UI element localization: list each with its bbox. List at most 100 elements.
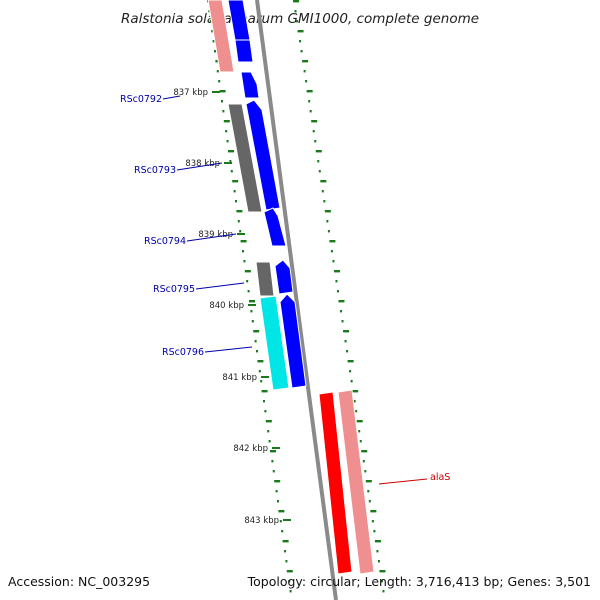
gc-dot (305, 80, 308, 83)
scale-tick-label: 842 kbp (233, 444, 268, 454)
gc-dot (306, 90, 313, 93)
gene-leader-line (186, 233, 237, 242)
scale-tick-label: 839 kbp (198, 230, 233, 240)
gc-dot (320, 180, 327, 183)
gc-dot (361, 450, 368, 453)
gc-dot (272, 470, 275, 473)
gene-labels: RSc0792 RSc0793 RSc0794 RSc0795 RSc0796 alaS (120, 94, 450, 485)
gene-label[interactable]: RSc0795 (153, 284, 195, 295)
gc-dot (362, 460, 365, 463)
gc-dot (349, 370, 352, 373)
gc-dot (302, 60, 309, 63)
gene-label[interactable]: RSc0792 (120, 94, 162, 105)
gc-dot (343, 330, 350, 333)
gc-dot (324, 210, 331, 213)
gc-dot (346, 350, 349, 353)
gene-label[interactable]: alaS (430, 472, 450, 483)
gc-dot (303, 70, 306, 73)
accession-text: Accession: NC_003295 (8, 574, 150, 589)
gene-alas-pink (337, 389, 375, 575)
gc-dot (308, 100, 311, 103)
gc-dot (254, 340, 257, 343)
gc-dot (218, 80, 221, 83)
gc-dot (367, 490, 370, 493)
gc-dot (314, 140, 317, 143)
gc-dot (330, 250, 333, 253)
gc-dot (377, 560, 380, 563)
gene-top-blue (227, 0, 251, 41)
gc-dot (309, 110, 312, 113)
gc-dot (353, 400, 356, 403)
gc-dot (326, 220, 329, 223)
gc-dot (278, 510, 285, 513)
gc-dot (256, 350, 258, 353)
gc-dot (336, 290, 339, 293)
gc-dot (257, 360, 264, 363)
gene-leader-line (176, 162, 223, 171)
gc-dot (246, 280, 249, 283)
scale-tick-label: 841 kbp (222, 373, 257, 383)
gc-dot (258, 370, 261, 373)
gc-dot (286, 570, 293, 573)
gc-dot (289, 590, 292, 593)
gene-leader-line (195, 282, 245, 290)
gene-rsc0792 (240, 71, 260, 99)
gene-label[interactable]: RSc0793 (134, 165, 176, 176)
gene-rsc0796-cyan (259, 295, 290, 391)
gc-dot (222, 110, 225, 113)
gc-dot (312, 130, 315, 133)
gc-dot (225, 130, 228, 133)
gc-dot (249, 300, 255, 303)
genome-stats-text: Topology: circular; Length: 3,716,413 bp… (247, 574, 591, 589)
gene-rsc0793 (245, 99, 281, 211)
gc-dot (244, 270, 251, 273)
gc-dot (340, 310, 343, 313)
gc-dot (329, 240, 336, 243)
scale-tick-label: 840 kbp (209, 301, 244, 311)
gc-dot (237, 220, 240, 223)
gc-dot (216, 70, 219, 73)
scale-bar: 837 kbp 838 kbp 839 kbp 840 kbp 841 kbp 842 k… (173, 88, 291, 526)
gc-dot (327, 230, 330, 233)
gc-dot (250, 310, 253, 313)
gene-leader-line (162, 95, 181, 100)
gene-label[interactable]: RSc0794 (144, 236, 186, 247)
gc-dot (223, 120, 230, 123)
gc-dot (374, 540, 381, 543)
gc-dot (221, 100, 223, 103)
gc-dot (270, 450, 276, 453)
gc-dot (315, 150, 322, 153)
genome-backbone (255, 0, 338, 600)
gc-dot (317, 160, 320, 163)
gc-dot (263, 400, 265, 403)
gene-top-pink (207, 0, 235, 73)
gc-dot (370, 510, 377, 513)
gc-dot (277, 500, 279, 503)
gene-rsc0793-gray (227, 103, 263, 213)
gc-dot (296, 20, 299, 23)
gene-rsc0795-gray (255, 261, 275, 297)
gene-leader-line (378, 478, 428, 485)
gc-dot (209, 20, 212, 23)
gc-dot (288, 580, 291, 583)
gc-dot (373, 530, 376, 533)
gc-dot (242, 250, 244, 253)
gc-dot (364, 470, 367, 473)
scale-tick-label: 837 kbp (173, 88, 208, 98)
gc-dot (275, 490, 278, 493)
gc-dot (344, 340, 347, 343)
gc-dot (293, 0, 299, 3)
gc-dot (228, 150, 234, 153)
gc-dot (274, 480, 281, 483)
gc-dot (233, 190, 236, 193)
gc-dot (341, 320, 344, 323)
gc-dot (299, 40, 302, 43)
gc-dot (380, 580, 383, 583)
gc-dot (230, 170, 233, 173)
gc-dot (335, 280, 338, 283)
gc-dot (323, 200, 326, 203)
gc-dot (281, 530, 284, 533)
scale-tick-label: 843 kbp (244, 516, 279, 526)
gene-label[interactable]: RSc0796 (162, 347, 204, 358)
gc-dot (285, 560, 288, 563)
